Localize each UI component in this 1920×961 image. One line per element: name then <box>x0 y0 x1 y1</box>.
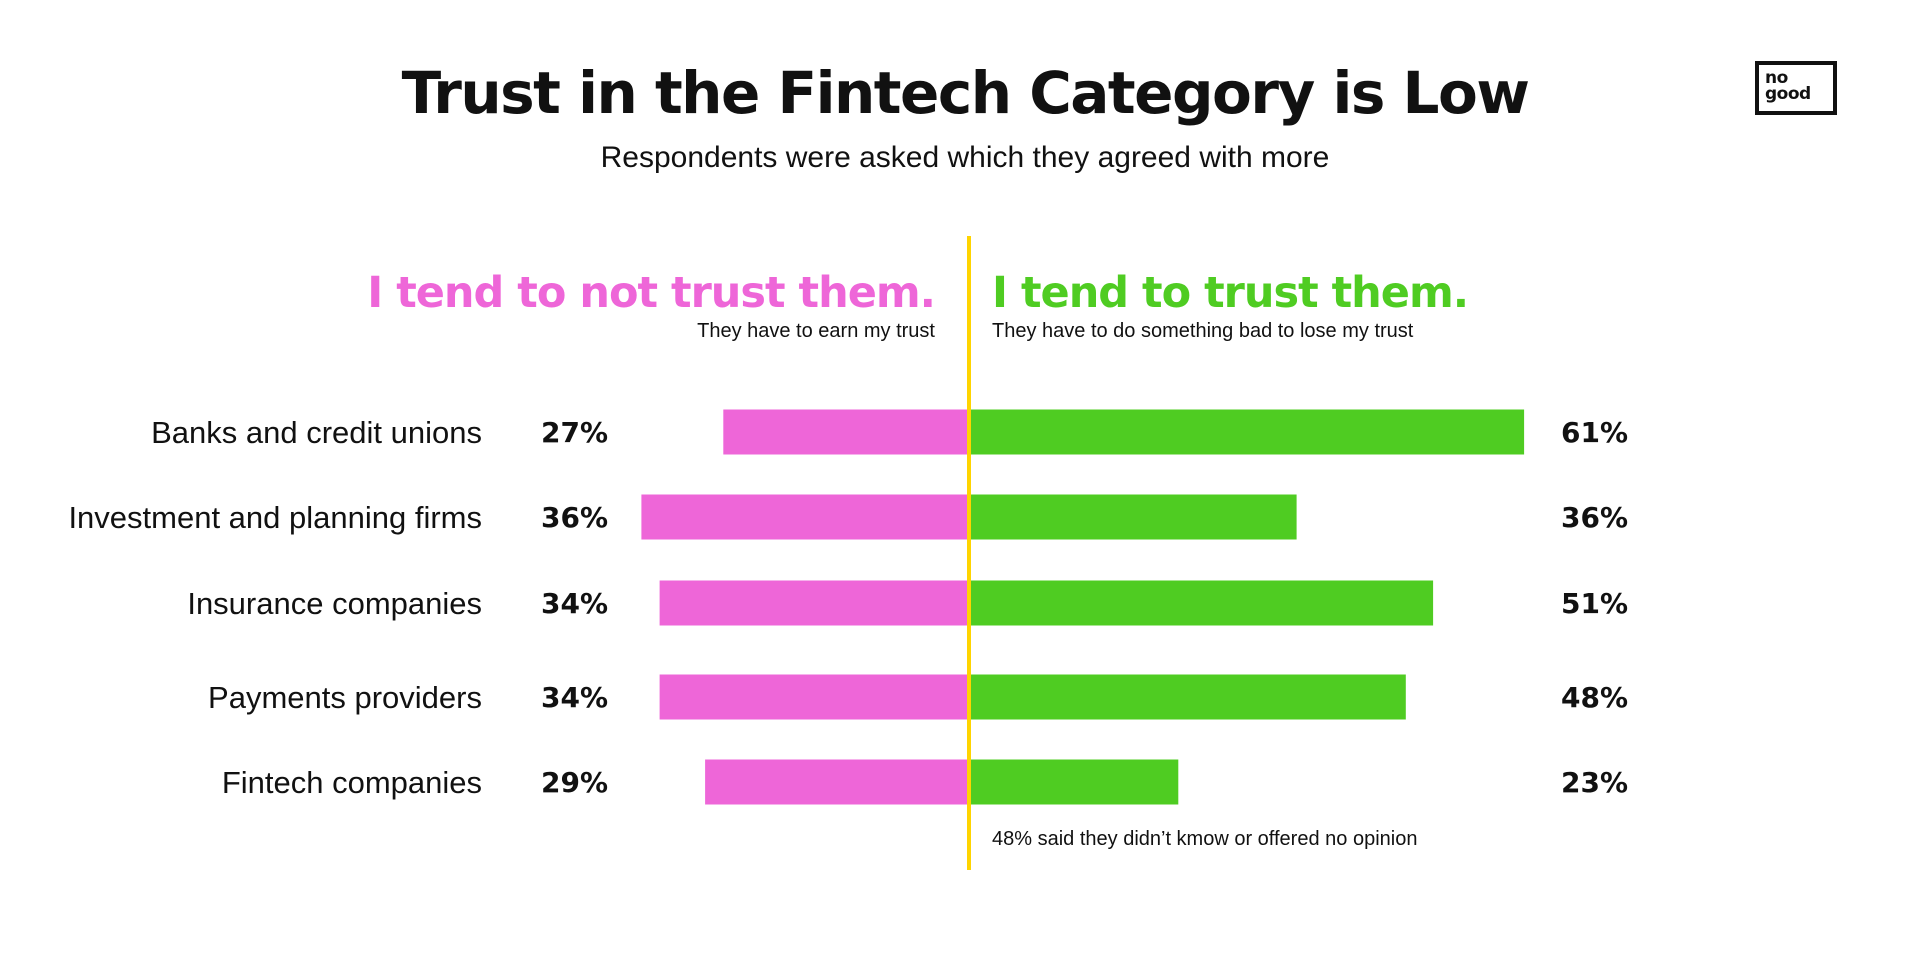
negative-bar-investment-and-planning-firms <box>641 494 969 540</box>
category-label-banks-and-credit-unions: Banks and credit unions <box>151 415 482 450</box>
positive-bar-investment-and-planning-firms <box>969 494 1297 540</box>
negative-value-label-investment-and-planning-firms: 36% <box>541 501 608 534</box>
negative-series-heading: I tend to not trust them. <box>367 268 936 318</box>
negative-value-label-banks-and-credit-unions: 27% <box>541 416 608 449</box>
chart-title: Trust in the Fintech Category is Low <box>401 59 1530 127</box>
positive-value-label-investment-and-planning-firms: 36% <box>1561 501 1628 534</box>
nogood-logo: no good <box>1755 61 1837 115</box>
negative-value-label-fintech-companies: 29% <box>541 766 608 799</box>
positive-value-label-banks-and-credit-unions: 61% <box>1561 416 1628 449</box>
positive-bar-banks-and-credit-unions <box>969 409 1525 455</box>
logo-line-1: no <box>1765 68 1788 88</box>
positive-bar-insurance-companies <box>969 580 1434 626</box>
negative-bar-insurance-companies <box>659 580 969 626</box>
positive-series-heading: I tend to trust them. <box>992 268 1469 318</box>
negative-bar-banks-and-credit-unions <box>723 409 969 455</box>
positive-series-subtitle: They have to do something bad to lose my… <box>992 320 1414 342</box>
positive-value-label-insurance-companies: 51% <box>1561 587 1628 620</box>
negative-series-subtitle: They have to earn my trust <box>697 320 935 342</box>
negative-value-label-insurance-companies: 34% <box>541 587 608 620</box>
positive-value-label-payments-providers: 48% <box>1561 681 1628 714</box>
negative-bar-fintech-companies <box>705 759 969 805</box>
positive-bar-payments-providers <box>969 674 1406 720</box>
negative-bar-payments-providers <box>659 674 969 720</box>
category-label-investment-and-planning-firms: Investment and planning firms <box>68 500 482 535</box>
chart-subtitle: Respondents were asked which they agreed… <box>600 141 1330 174</box>
category-label-fintech-companies: Fintech companies <box>222 765 482 800</box>
no-opinion-note: 48% said they didn’t kmow or offered no … <box>992 828 1418 850</box>
logo-line-2: good <box>1765 84 1811 104</box>
category-label-insurance-companies: Insurance companies <box>187 586 482 621</box>
positive-value-label-fintech-companies: 23% <box>1561 766 1628 799</box>
negative-value-label-payments-providers: 34% <box>541 681 608 714</box>
positive-bar-fintech-companies <box>969 759 1179 805</box>
category-label-payments-providers: Payments providers <box>208 680 482 715</box>
